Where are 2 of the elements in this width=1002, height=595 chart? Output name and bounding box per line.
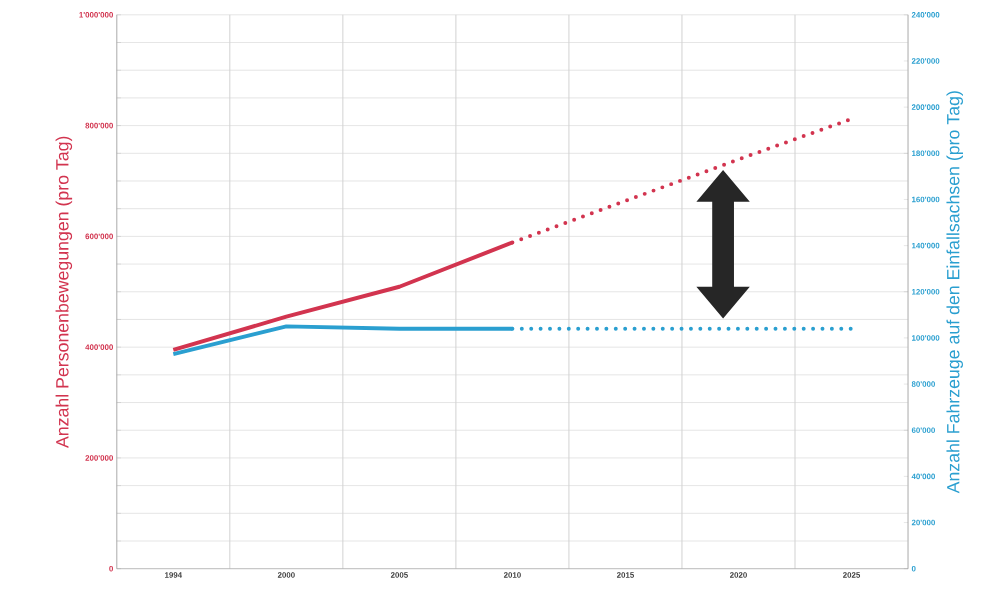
- y2-axis-title: Anzahl Fahrzeuge auf den Einfallsachsen (pro Tag): [946, 91, 963, 494]
- y-axis-title: Anzahl Personenbewegungen (pro Tag): [55, 136, 73, 448]
